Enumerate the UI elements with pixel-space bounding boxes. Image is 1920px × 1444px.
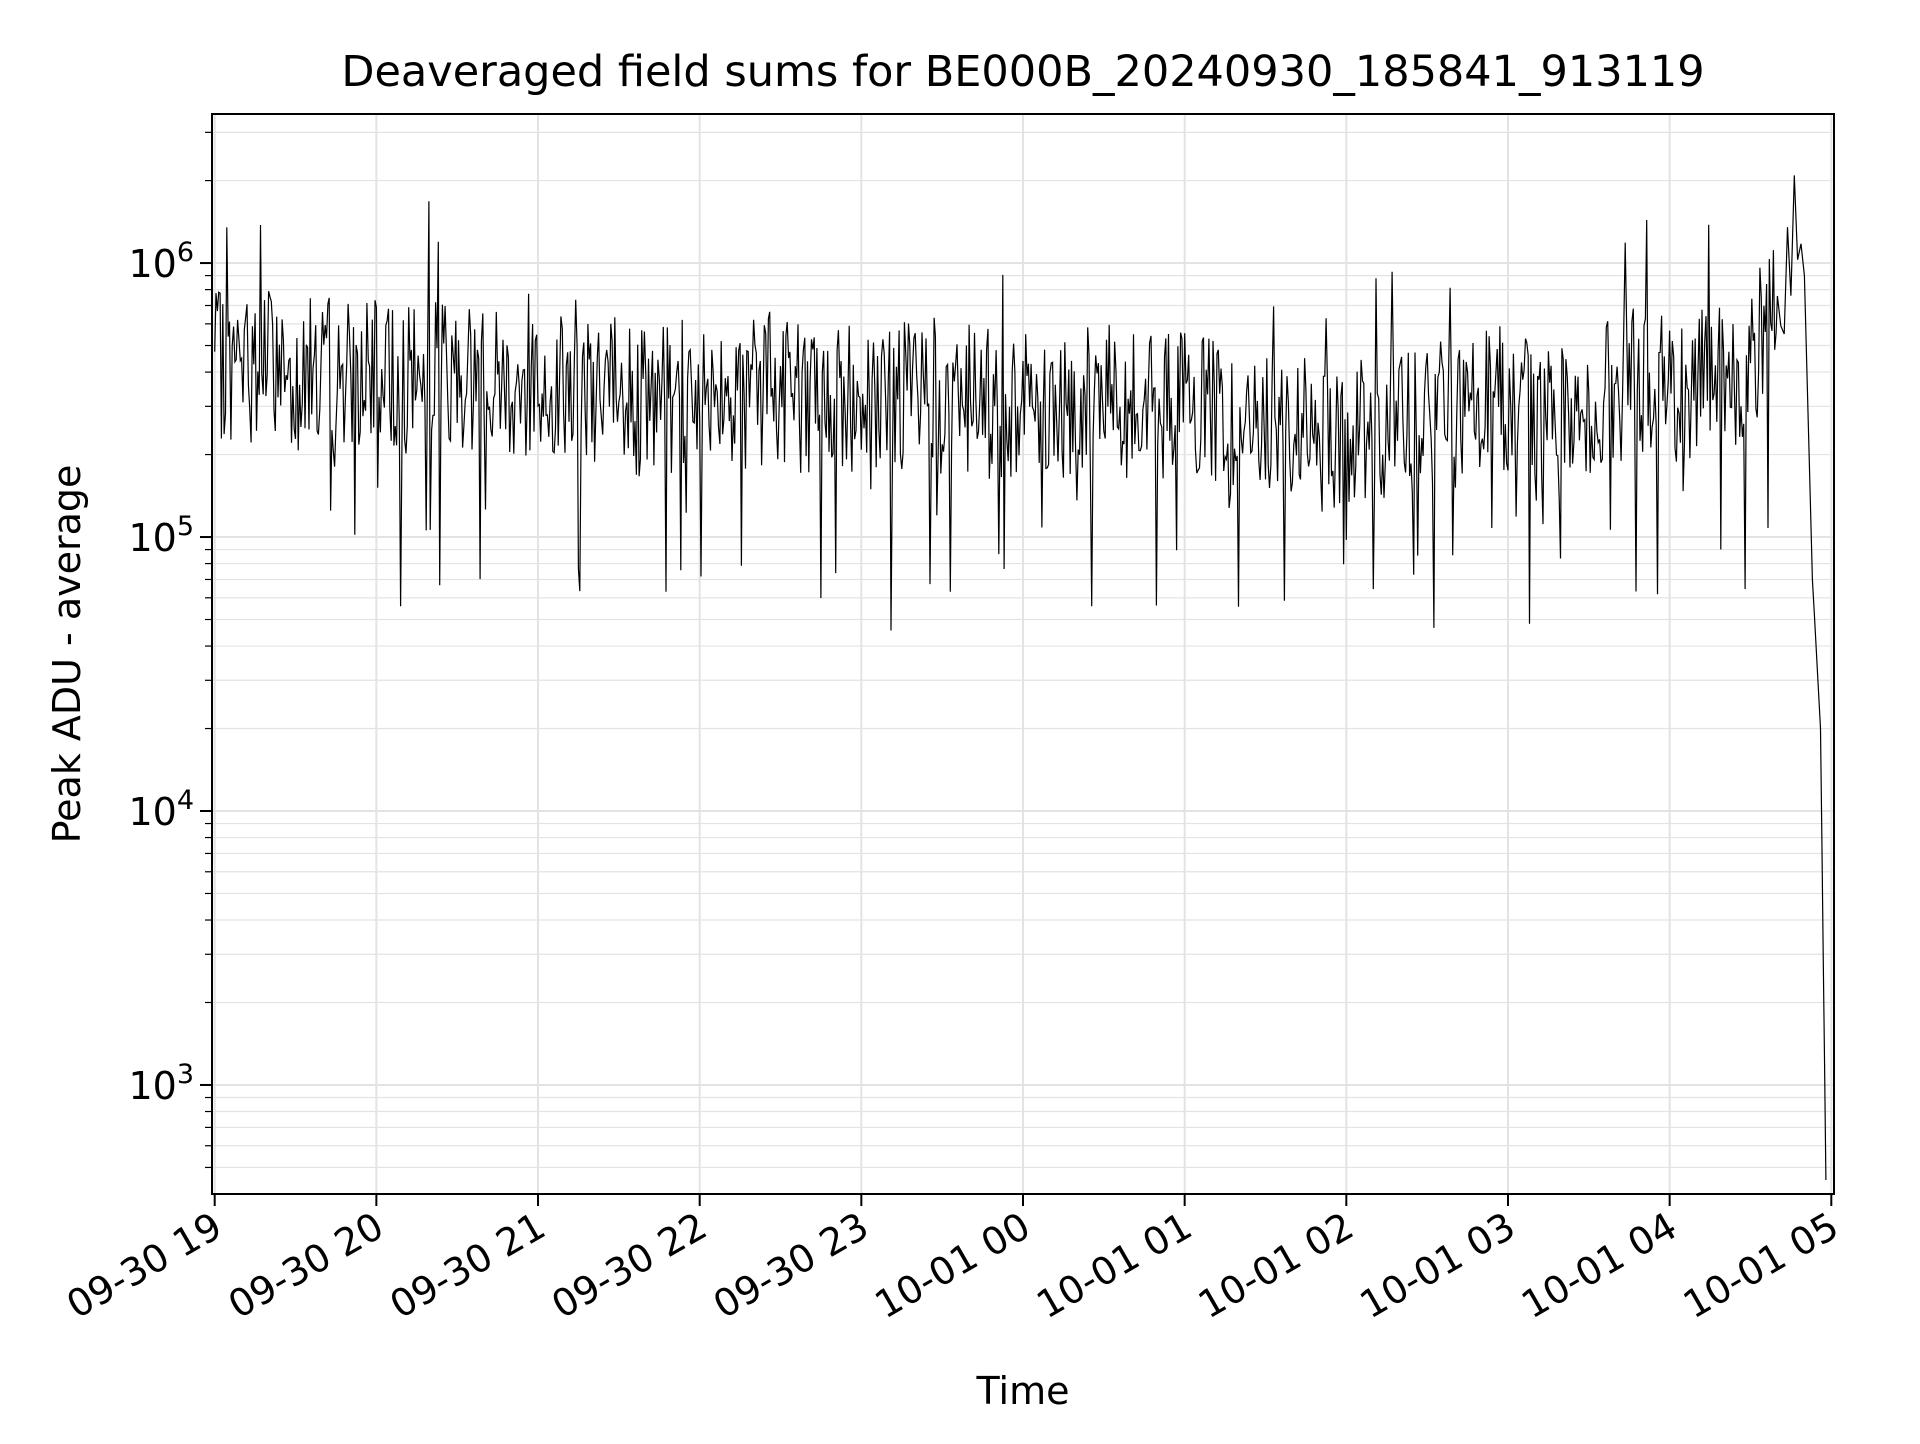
y-tick-label-base: 10 — [128, 516, 176, 560]
y-tick-label-exponent: 5 — [177, 511, 194, 542]
y-tick-label: 106 — [128, 237, 194, 286]
y-tick-label-base: 10 — [128, 1064, 176, 1108]
grid-layer — [212, 114, 1834, 1194]
y-tick-label-exponent: 6 — [177, 237, 194, 268]
y-tick-label: 104 — [128, 785, 194, 834]
y-tick-label-base: 10 — [128, 242, 176, 286]
chart-title: Deaveraged field sums for BE000B_2024093… — [341, 47, 1704, 97]
y-tick-label: 103 — [128, 1059, 194, 1108]
y-tick-label-base: 10 — [128, 790, 176, 834]
y-axis-label: Peak ADU - average — [45, 465, 89, 844]
series-line — [214, 175, 1827, 1181]
y-tick-label: 105 — [128, 511, 194, 560]
y-tick-label-exponent: 3 — [177, 1059, 194, 1090]
x-axis-label: Time — [976, 1369, 1070, 1413]
plot-area — [214, 175, 1827, 1181]
y-tick-label-exponent: 4 — [177, 785, 194, 816]
